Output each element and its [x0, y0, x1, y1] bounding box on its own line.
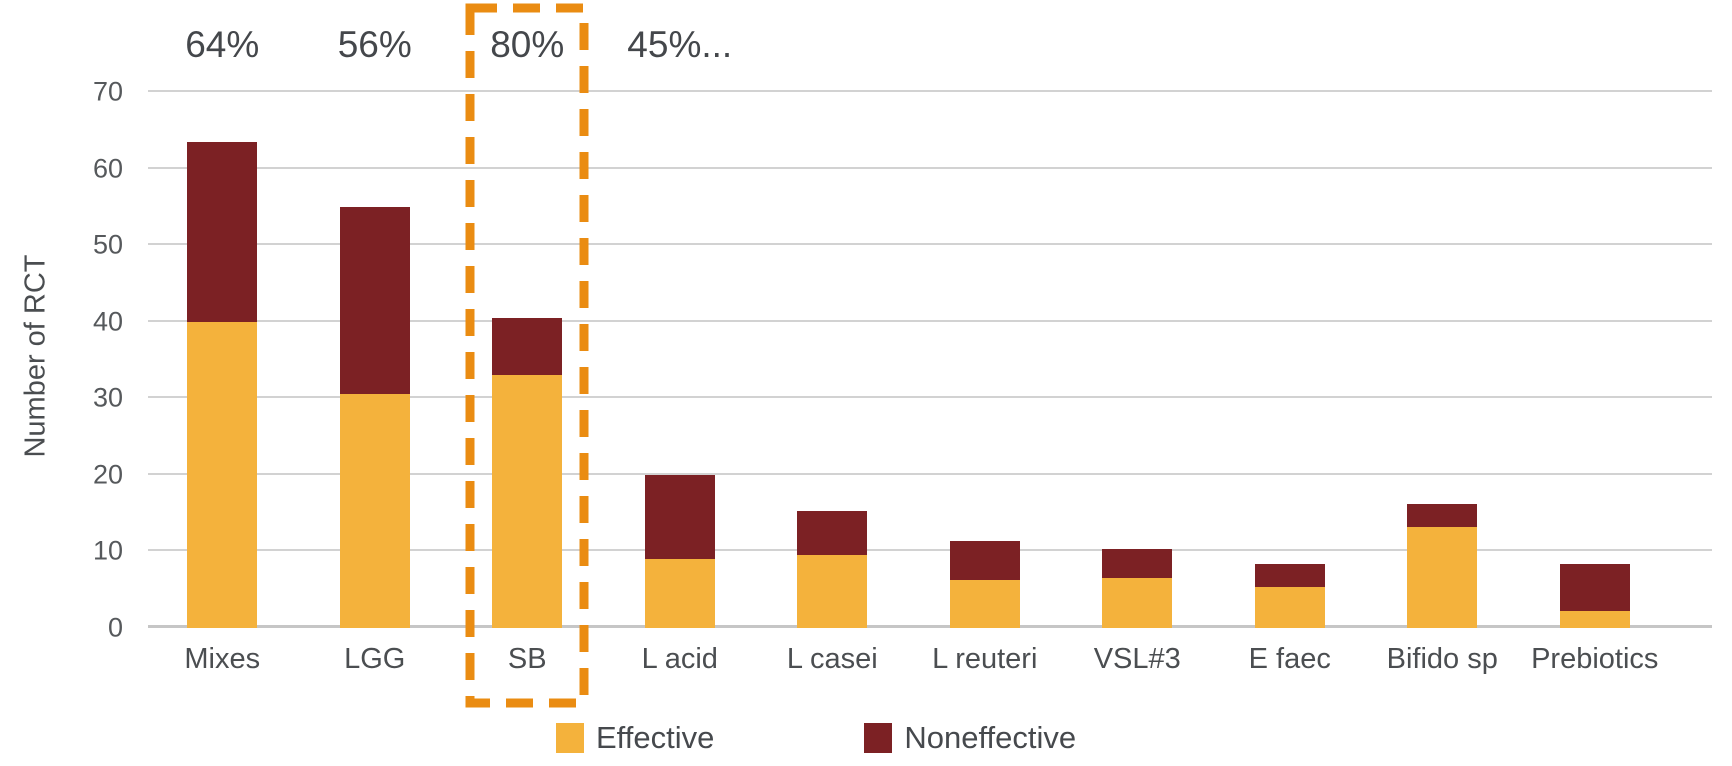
y-tick-label-0: 0: [107, 612, 123, 643]
bar-segment-noneffective: [797, 510, 868, 556]
bar-segment-noneffective: [339, 206, 410, 395]
category-column-sb: 80% SB: [451, 26, 604, 675]
gridline-50: [148, 243, 1712, 246]
gridline-70: [148, 90, 1712, 92]
effective-label: Effective: [596, 720, 715, 755]
bar-segment-noneffective: [1407, 503, 1478, 527]
bar-segment-effective: [339, 394, 410, 628]
x-axis-label: VSL#3: [1093, 643, 1181, 675]
bar-segment-noneffective: [949, 541, 1020, 580]
y-tick-label-30: 30: [92, 382, 123, 413]
x-axis-label: L casei: [786, 643, 878, 675]
gridline-0: [148, 625, 1712, 628]
bar-segment-noneffective: [1254, 564, 1325, 588]
bar-stack: [1559, 92, 1630, 628]
x-axis-label: Bifido sp: [1386, 643, 1498, 675]
bar-segment-effective: [1407, 526, 1478, 628]
bar-stack: [187, 92, 258, 628]
bar-stack: [339, 92, 410, 628]
y-tick-label-60: 60: [92, 153, 123, 184]
gridline-30: [148, 396, 1712, 399]
legend-item-noneffective: Noneffective: [864, 722, 1076, 753]
effective-swatch: [556, 722, 584, 753]
x-axis-label: L acid: [641, 643, 718, 675]
bar-segment-effective: [492, 375, 563, 628]
percent-annotation-mixes: 64%: [185, 24, 260, 65]
y-tick-label-70: 70: [92, 76, 123, 107]
category-column-l-casei: L casei: [756, 92, 909, 675]
y-tick-label-10: 10: [92, 535, 123, 566]
category-column-lgg: 56% LGG: [299, 26, 452, 675]
x-axis-label: E faec: [1248, 643, 1331, 675]
category-column-l-reuteri: L reuteri: [909, 92, 1062, 675]
x-axis-label: Prebiotics: [1531, 643, 1659, 675]
percent-annotation-lgg: 56%: [337, 24, 412, 65]
bar-segment-effective: [1559, 611, 1630, 628]
legend-item-effective: Effective: [556, 722, 714, 753]
bar-segment-effective: [949, 579, 1020, 628]
gridline-40: [148, 319, 1712, 322]
category-column-e-faec: E faec: [1214, 92, 1367, 675]
bar-segment-effective: [644, 559, 715, 628]
y-tick-label-20: 20: [92, 459, 123, 490]
percent-annotation-sb: 80%: [490, 24, 565, 65]
bar-stack: [949, 92, 1020, 628]
gridline-10: [148, 549, 1712, 552]
y-tick-label-50: 50: [92, 229, 123, 260]
legend: Effective Noneffective: [556, 722, 1076, 753]
bar-segment-effective: [1254, 587, 1325, 628]
x-axis-label: LGG: [344, 643, 406, 675]
bars-area: 64% Mixes 56% LGG 80% SB 45%... L acid L casei L …: [146, 26, 1672, 675]
bar-segment-noneffective: [1559, 564, 1630, 612]
bar-stack: [1407, 92, 1478, 628]
bar-stack: [797, 92, 868, 628]
bar-stack: [1102, 92, 1173, 628]
noneffective-swatch: [864, 722, 893, 753]
bar-segment-noneffective: [187, 141, 258, 322]
gridline-20: [148, 472, 1712, 475]
gridlines: [148, 90, 1712, 628]
noneffective-label: Noneffective: [904, 720, 1077, 755]
y-tick-label-40: 40: [92, 306, 123, 337]
percent-annotation-l-acid: 45%...: [627, 24, 733, 65]
gridline-60: [148, 166, 1712, 169]
bar-stack: [644, 92, 715, 628]
bar-segment-effective: [1102, 578, 1173, 628]
bar-stack: [492, 92, 563, 628]
x-axis-label: Mixes: [184, 643, 261, 675]
category-column-vsl-3: VSL#3: [1061, 92, 1214, 675]
category-column-prebiotics: Prebiotics: [1519, 92, 1672, 675]
bar-segment-noneffective: [492, 317, 563, 376]
bar-segment-noneffective: [644, 474, 715, 560]
bar-stack: [1254, 92, 1325, 628]
y-axis-tick-labels: 0 10 20 30 40 50 60 70: [0, 78, 123, 641]
x-axis-label: L reuteri: [932, 643, 1038, 675]
category-column-mixes: 64% Mixes: [146, 26, 299, 675]
bar-segment-noneffective: [1102, 549, 1173, 579]
bar-segment-effective: [797, 555, 868, 628]
bar-segment-effective: [187, 321, 258, 628]
category-column-l-acid: 45%... L acid: [604, 26, 757, 675]
category-column-bifido-sp: Bifido sp: [1366, 92, 1519, 675]
